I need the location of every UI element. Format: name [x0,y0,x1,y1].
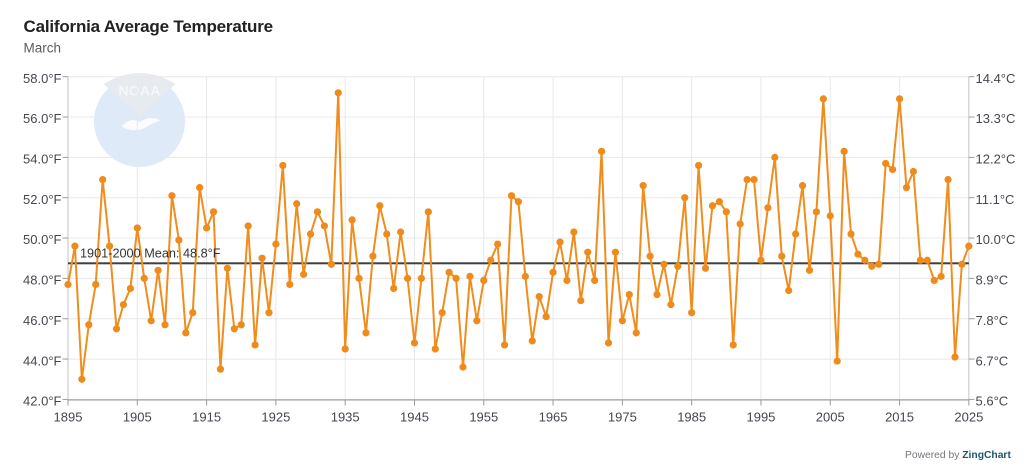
svg-text:1905: 1905 [123,410,152,425]
svg-text:7.8°C: 7.8°C [976,313,1009,328]
svg-text:11.1°C: 11.1°C [976,192,1015,207]
svg-text:5.6°C: 5.6°C [976,394,1009,409]
svg-text:1985: 1985 [677,410,706,425]
svg-text:1935: 1935 [331,410,360,425]
svg-text:52.0°F: 52.0°F [23,192,62,207]
svg-text:1975: 1975 [608,410,637,425]
svg-text:1895: 1895 [54,410,83,425]
svg-text:California Average Temperature: California Average Temperature [24,17,273,36]
svg-text:Powered by ZingChart: Powered by ZingChart [905,450,1011,461]
svg-text:13.3°C: 13.3°C [976,111,1016,126]
svg-text:2015: 2015 [885,410,914,425]
svg-text:48.0°F: 48.0°F [23,273,62,288]
svg-text:44.0°F: 44.0°F [23,353,62,368]
svg-text:1965: 1965 [539,410,568,425]
svg-text:6.7°C: 6.7°C [976,353,1009,368]
svg-text:1995: 1995 [746,410,775,425]
svg-text:56.0°F: 56.0°F [23,111,62,126]
svg-text:2005: 2005 [816,410,845,425]
svg-text:42.0°F: 42.0°F [23,394,62,409]
svg-text:1925: 1925 [261,410,290,425]
svg-text:2025: 2025 [954,410,983,425]
svg-text:1955: 1955 [469,410,498,425]
svg-text:1901-2000 Mean: 48.8°F: 1901-2000 Mean: 48.8°F [80,247,221,261]
svg-text:8.9°C: 8.9°C [976,273,1009,288]
svg-text:March: March [24,41,62,56]
svg-text:12.2°C: 12.2°C [976,152,1016,167]
svg-text:58.0°F: 58.0°F [23,71,62,86]
svg-text:1915: 1915 [192,410,221,425]
svg-text:10.0°C: 10.0°C [976,232,1016,247]
svg-text:1945: 1945 [400,410,429,425]
svg-text:46.0°F: 46.0°F [23,313,62,328]
svg-text:50.0°F: 50.0°F [23,232,62,247]
svg-text:54.0°F: 54.0°F [23,152,62,167]
svg-text:14.4°C: 14.4°C [976,71,1016,86]
svg-text:NOAA: NOAA [118,83,160,99]
